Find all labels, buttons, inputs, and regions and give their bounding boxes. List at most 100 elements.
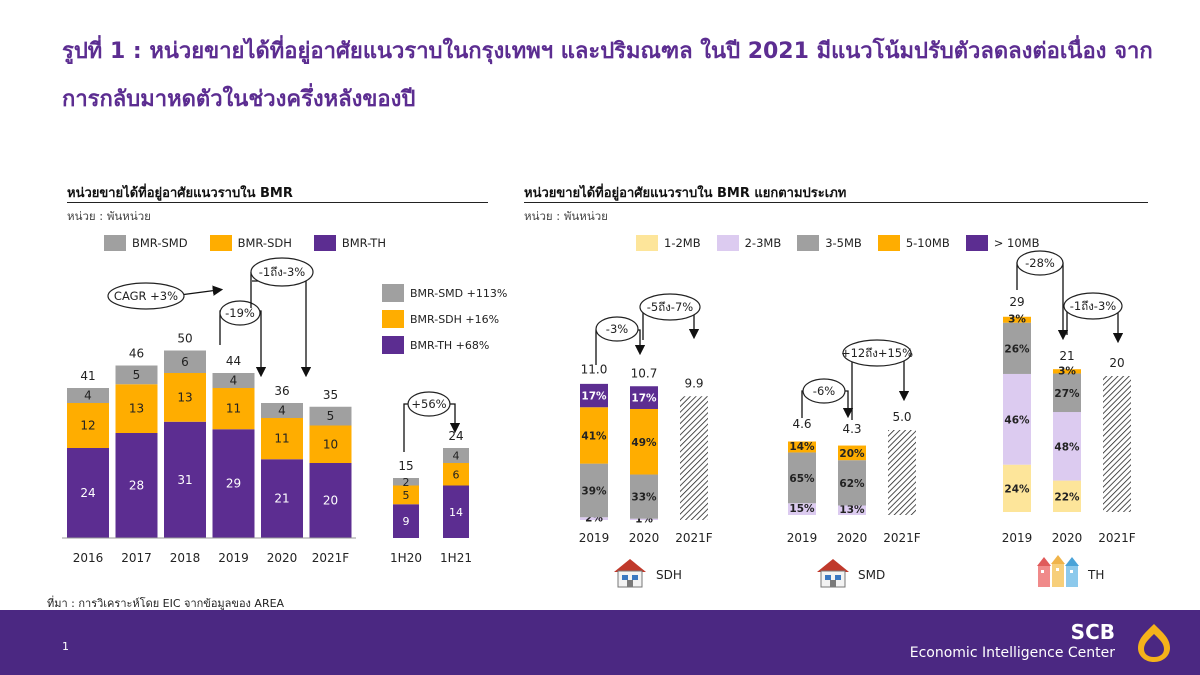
- bar-3-5mb-smd-2020: [838, 460, 866, 506]
- bar-forecast-sdh: [680, 396, 708, 520]
- x-tick-label: 2020: [267, 551, 298, 565]
- bar-bmr-th-1h21: [443, 485, 469, 538]
- x-tick-label: 2020: [837, 531, 868, 545]
- bar-total-label: 29: [1009, 295, 1024, 309]
- bar-total-label: 5.0: [892, 410, 911, 424]
- bar-total-label: 24: [448, 429, 463, 443]
- growth-swatch-smd: [382, 284, 404, 302]
- bar-value-label: 11: [274, 432, 289, 446]
- bar-bmr-smd-2021f: [309, 406, 352, 426]
- bar-total-label: 46: [129, 347, 144, 361]
- bar-2-3mb-th-2020: [1053, 412, 1081, 481]
- legend-item-3-5mb: 3-5MB: [797, 235, 862, 251]
- x-tick-label: 2016: [73, 551, 104, 565]
- bar-percent-label: 17%: [581, 391, 607, 403]
- bar-10mb-sdh-2019: [580, 383, 608, 408]
- bar-bmr-smd-2019: [212, 373, 255, 388]
- bar-value-label: 31: [177, 473, 192, 487]
- bar-bmr-smd-2020: [261, 403, 303, 418]
- legend-item-th: BMR-TH: [313, 235, 386, 251]
- bar-percent-label: 65%: [789, 473, 815, 485]
- bar-bmr-th-2017: [115, 433, 158, 538]
- charts-canvas: 2412441201628135462017311365020182911444…: [62, 250, 1136, 565]
- legend-label-smd: BMR-SMD: [132, 236, 188, 250]
- growth-swatch-sdh: [382, 310, 404, 328]
- bar-percent-label: 62%: [839, 478, 865, 490]
- bar-bmr-smd-1h20: [393, 478, 419, 486]
- legend-label-th: BMR-TH: [341, 236, 386, 250]
- growth-legend-th: BMR-TH +68%: [382, 332, 507, 358]
- bar-value-label: 28: [129, 479, 144, 493]
- change-2021-connector: [250, 272, 306, 372]
- x-tick-label: 1H20: [390, 551, 422, 565]
- sdh-change-b-label: -5ถึง-7%: [647, 300, 694, 314]
- change-2019-label: -19%: [225, 306, 255, 320]
- bar-percent-label: 48%: [1054, 441, 1080, 453]
- bar-percent-label: 3%: [1008, 314, 1026, 326]
- growth-label-smd: BMR-SMD +113%: [410, 286, 508, 300]
- bar-bmr-th-2018: [164, 421, 206, 538]
- bar-5-10mb-sdh-2020: [630, 408, 658, 475]
- bar-bmr-smd-2017: [115, 365, 158, 385]
- bar-percent-label: 17%: [631, 393, 657, 405]
- bar-bmr-smd-2016: [67, 388, 109, 403]
- bar-total-label: 35: [323, 388, 338, 402]
- sdh-group-label: SDH: [656, 568, 682, 582]
- bar-bmr-th-2020: [261, 459, 303, 538]
- legend-item-5-10mb: 5-10MB: [877, 235, 950, 251]
- bar-bmr-smd-1h21: [443, 448, 469, 463]
- x-tick-label: 2019: [1002, 531, 1033, 545]
- sdh-house-icon: [612, 557, 648, 593]
- bar-5-10mb-smd-2020: [838, 445, 866, 461]
- half-year-growth-legend: BMR-SMD +113% BMR-SDH +16% BMR-TH +68%: [382, 280, 507, 358]
- bar-percent-label: 26%: [1004, 343, 1030, 355]
- bar-total-label: 4.6: [792, 417, 811, 431]
- bar-percent-label: 15%: [789, 503, 815, 515]
- bar-value-label: 21: [274, 492, 289, 506]
- change-2021-oval: [250, 257, 314, 287]
- cagr-arrow: [179, 285, 224, 296]
- footer-bar: [0, 610, 1200, 675]
- bar-value-label: 6: [181, 355, 189, 369]
- bar-bmr-th-1h20: [393, 504, 419, 538]
- x-tick-label: 1H21: [440, 551, 472, 565]
- bar-percent-label: 39%: [581, 485, 607, 497]
- bar-value-label: 24: [80, 486, 95, 500]
- bar-percent-label: 49%: [631, 437, 657, 449]
- bar-value-label: 4: [453, 450, 460, 463]
- x-tick-label: 2018: [170, 551, 201, 565]
- bar-value-label: 6: [453, 468, 460, 481]
- growth-label-sdh: BMR-SDH +16%: [410, 312, 500, 326]
- bar-bmr-th-2019: [212, 429, 255, 538]
- legend-item-1-2mb: 1-2MB: [636, 235, 701, 251]
- bar-2-3mb-smd-2019: [788, 503, 816, 515]
- bar-forecast-th: [1103, 376, 1131, 512]
- bar-10mb-sdh-2020: [630, 386, 658, 409]
- legend-item-sdh: BMR-SDH: [209, 235, 292, 251]
- bar-value-label: 5: [403, 489, 410, 502]
- bar-total-label: 44: [226, 354, 241, 368]
- bar-total-label: 11.0: [581, 363, 608, 377]
- sdh-change-b-oval: [639, 293, 701, 321]
- x-tick-label: 2019: [218, 551, 249, 565]
- x-tick-label: 2021F: [675, 531, 713, 545]
- legend-swatch-sdh: [209, 235, 232, 251]
- bar-percent-label: 24%: [1004, 483, 1030, 495]
- change-1h-oval: [407, 391, 451, 417]
- legend-swatch-th: [313, 235, 336, 251]
- bar-bmr-sdh-1h20: [393, 485, 419, 505]
- sdh-change-a-oval: [595, 316, 639, 342]
- x-tick-label: 2019: [787, 531, 818, 545]
- bar-2-3mb-smd-2020: [838, 505, 866, 515]
- legend-label-10mb-plus: > 10MB: [993, 236, 1040, 250]
- bar-3-5mb-th-2020: [1053, 373, 1081, 413]
- bar-value-label: 5: [327, 409, 335, 423]
- bar-percent-label: 3%: [1058, 365, 1076, 377]
- bar-3-5mb-sdh-2019: [580, 463, 608, 518]
- bar-1-2mb-th-2020: [1053, 480, 1081, 512]
- legend-item-smd: BMR-SMD: [104, 235, 188, 251]
- bar-5-10mb-th-2020: [1053, 369, 1081, 374]
- bar-value-label: 13: [177, 390, 192, 404]
- bar-2-3mb-sdh-2019: [580, 517, 608, 520]
- bar-3-5mb-smd-2019: [788, 452, 816, 504]
